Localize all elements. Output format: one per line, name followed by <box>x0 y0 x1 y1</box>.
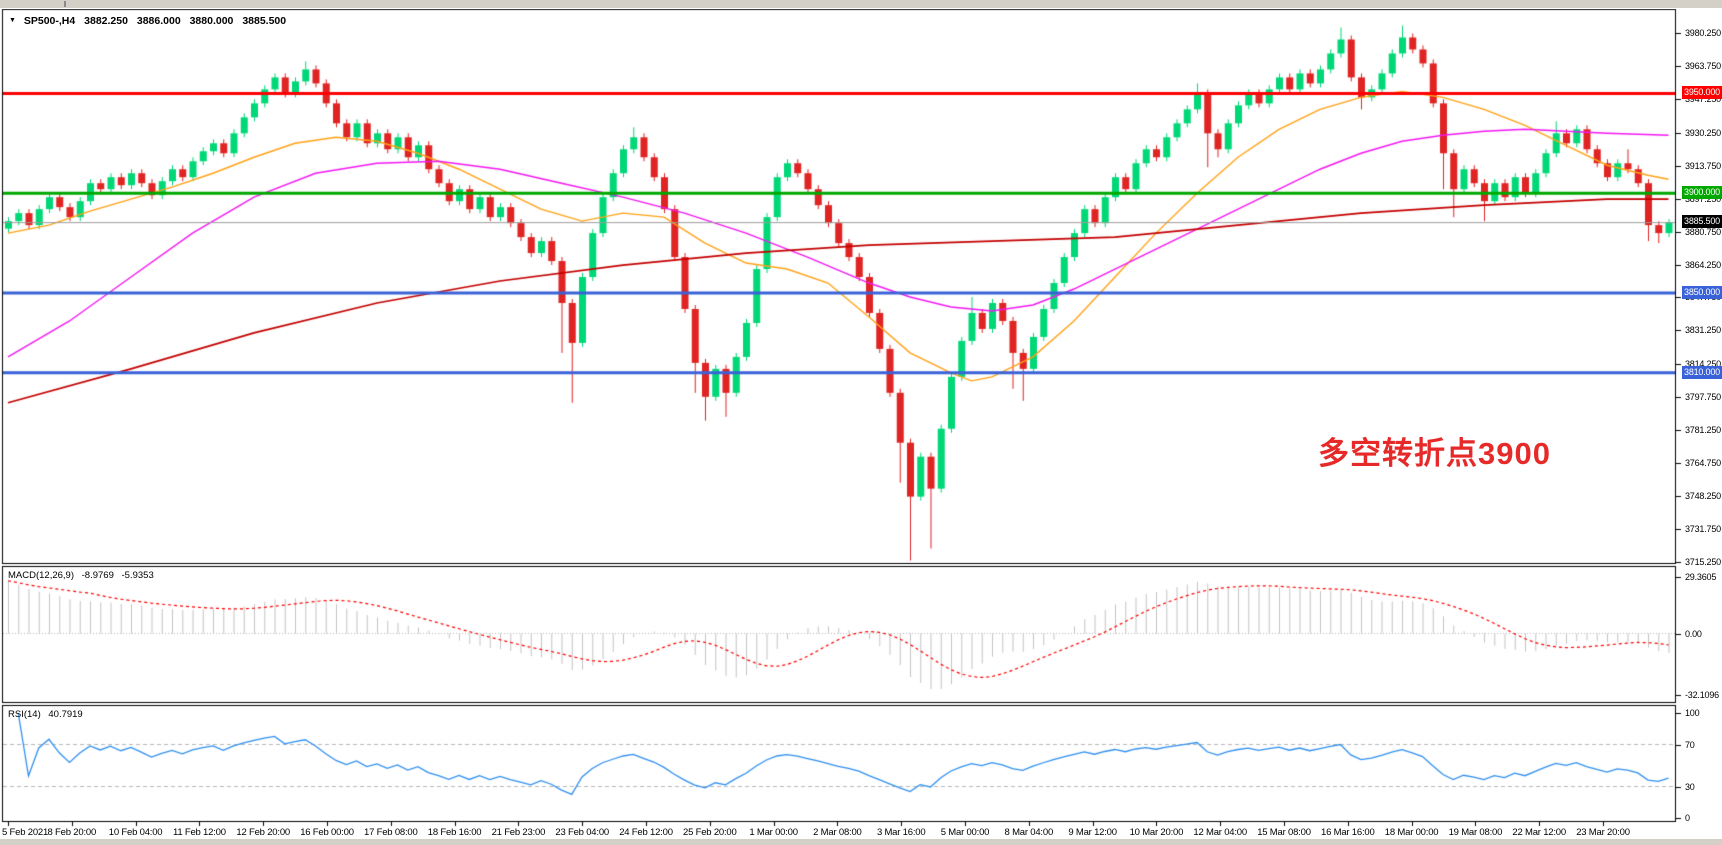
splitter-handle-icon[interactable] <box>64 1 66 7</box>
rsi-indicator-label: RSI(14) 40.7919 <box>8 709 88 720</box>
rsi-value: 40.7919 <box>48 709 83 720</box>
macd-indicator-label: MACD(12,26,9) -8.9769 -5.9353 <box>8 570 159 581</box>
close-value: 3885.500 <box>242 15 287 27</box>
high-value: 3886.000 <box>136 15 181 27</box>
symbol-period-label: SP500-,H4 <box>23 15 76 27</box>
macd-name: MACD(12,26,9) <box>8 570 74 581</box>
open-value: 3882.250 <box>84 15 128 27</box>
macd-main-value: -8.9769 <box>81 570 114 581</box>
chart-header: ▼ SP500-,H4 3882.250 3886.000 3880.000 3… <box>9 15 292 27</box>
annotation-text: 多空转折点3900 <box>1318 436 1551 471</box>
macd-signal-value: -5.9353 <box>121 570 154 581</box>
window-splitter[interactable] <box>0 0 1722 9</box>
symbol-dropdown-icon[interactable]: ▼ <box>9 17 16 24</box>
bottom-strip <box>0 839 1722 845</box>
low-value: 3880.000 <box>189 15 234 27</box>
rsi-name: RSI(14) <box>8 709 41 720</box>
